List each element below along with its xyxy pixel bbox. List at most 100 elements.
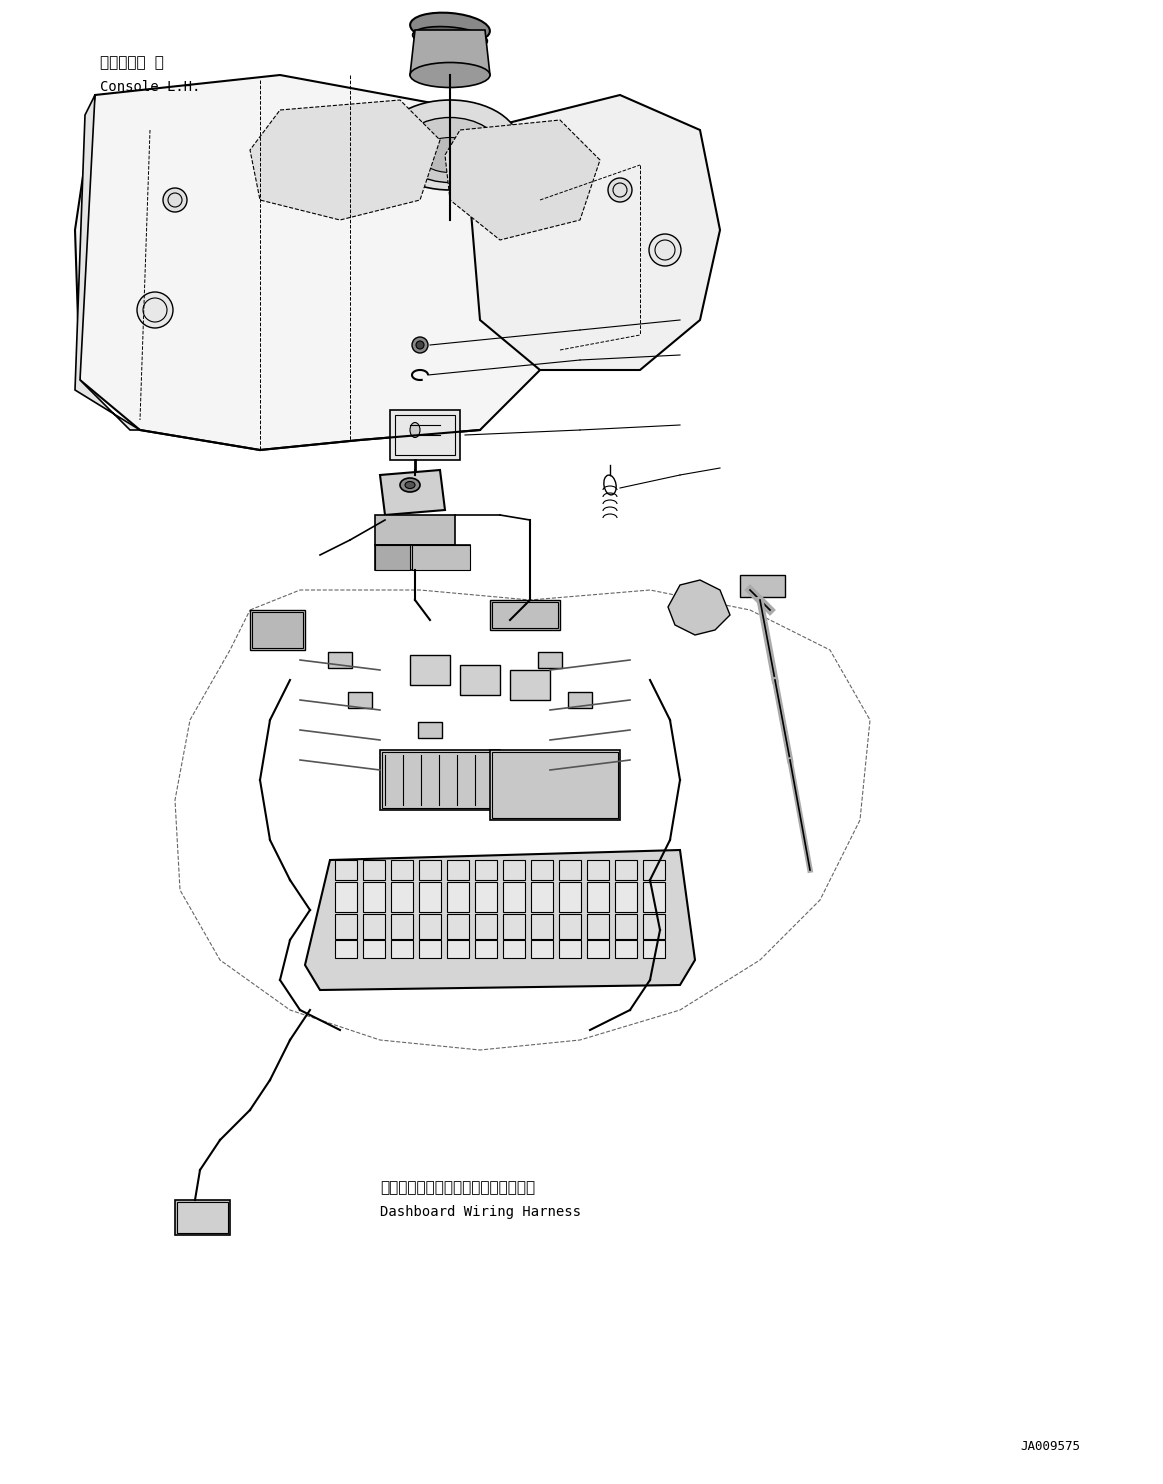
Text: JA009575: JA009575 (1020, 1439, 1080, 1453)
Polygon shape (250, 99, 440, 220)
Circle shape (163, 188, 187, 212)
Bar (395, 416, 455, 456)
Bar (615, 914, 637, 939)
Circle shape (416, 341, 424, 349)
Bar (492, 752, 618, 818)
Polygon shape (668, 580, 730, 635)
Bar (492, 603, 558, 628)
Bar (587, 914, 609, 939)
Polygon shape (470, 95, 720, 370)
Text: Dashboard Wiring Harness: Dashboard Wiring Harness (380, 1205, 582, 1218)
Bar (475, 939, 497, 959)
Bar (475, 881, 497, 913)
Bar (363, 939, 385, 959)
Bar (380, 749, 500, 810)
Bar (374, 515, 455, 545)
Bar (538, 651, 562, 668)
Bar (390, 410, 461, 460)
Bar (559, 939, 582, 959)
Circle shape (412, 337, 428, 353)
Bar (740, 574, 785, 597)
Ellipse shape (411, 13, 490, 43)
Ellipse shape (411, 423, 420, 438)
Bar (511, 669, 550, 700)
Bar (504, 914, 525, 939)
Bar (419, 914, 441, 939)
Bar (412, 545, 470, 570)
Bar (531, 861, 552, 880)
Bar (250, 610, 305, 650)
Bar (374, 545, 470, 570)
Bar (461, 665, 500, 695)
Ellipse shape (400, 478, 420, 493)
Bar (643, 939, 665, 959)
Ellipse shape (411, 62, 490, 88)
Bar (475, 914, 497, 939)
Bar (643, 914, 665, 939)
Bar (363, 881, 385, 913)
Bar (447, 861, 469, 880)
Bar (615, 881, 637, 913)
Bar (381, 752, 498, 807)
Bar (418, 723, 442, 738)
Bar (490, 749, 620, 821)
Bar (643, 881, 665, 913)
Bar (391, 939, 413, 959)
Bar (643, 861, 665, 880)
Ellipse shape (405, 481, 415, 488)
Bar (391, 914, 413, 939)
Bar (252, 611, 304, 649)
Bar (587, 861, 609, 880)
Bar (531, 881, 552, 913)
Bar (335, 939, 357, 959)
Bar (335, 914, 357, 939)
Bar (391, 861, 413, 880)
Bar (504, 861, 525, 880)
Ellipse shape (420, 138, 480, 172)
Bar (504, 939, 525, 959)
Bar (177, 1202, 228, 1233)
Text: コンソール 左: コンソール 左 (100, 55, 164, 70)
Ellipse shape (380, 99, 520, 190)
Bar (363, 914, 385, 939)
Bar (559, 914, 582, 939)
Polygon shape (380, 470, 445, 515)
Bar (335, 881, 357, 913)
Bar (419, 939, 441, 959)
Bar (559, 881, 582, 913)
Circle shape (649, 234, 682, 266)
Bar (568, 692, 592, 708)
Circle shape (137, 292, 173, 328)
Bar (419, 861, 441, 880)
Bar (475, 861, 497, 880)
Bar (447, 939, 469, 959)
Bar (531, 914, 552, 939)
Bar (374, 545, 411, 570)
Polygon shape (411, 30, 490, 76)
Text: ダッシュボードワイヤリングハーネス: ダッシュボードワイヤリングハーネス (380, 1180, 535, 1195)
Circle shape (608, 178, 632, 202)
Bar (504, 881, 525, 913)
Polygon shape (74, 76, 561, 450)
Bar (615, 861, 637, 880)
Bar (615, 939, 637, 959)
Ellipse shape (413, 27, 487, 49)
Text: Console L.H.: Console L.H. (100, 80, 200, 93)
Bar (447, 914, 469, 939)
Bar (348, 692, 372, 708)
Bar (391, 881, 413, 913)
Bar (335, 861, 357, 880)
Polygon shape (445, 120, 600, 240)
Bar (447, 881, 469, 913)
Polygon shape (74, 95, 140, 430)
Bar (419, 881, 441, 913)
Bar (363, 861, 385, 880)
Bar (587, 881, 609, 913)
Bar (174, 1201, 230, 1235)
Polygon shape (305, 850, 695, 990)
Bar (328, 651, 352, 668)
Bar (559, 861, 582, 880)
Bar (490, 600, 561, 631)
Bar (411, 654, 450, 686)
Ellipse shape (400, 117, 500, 183)
